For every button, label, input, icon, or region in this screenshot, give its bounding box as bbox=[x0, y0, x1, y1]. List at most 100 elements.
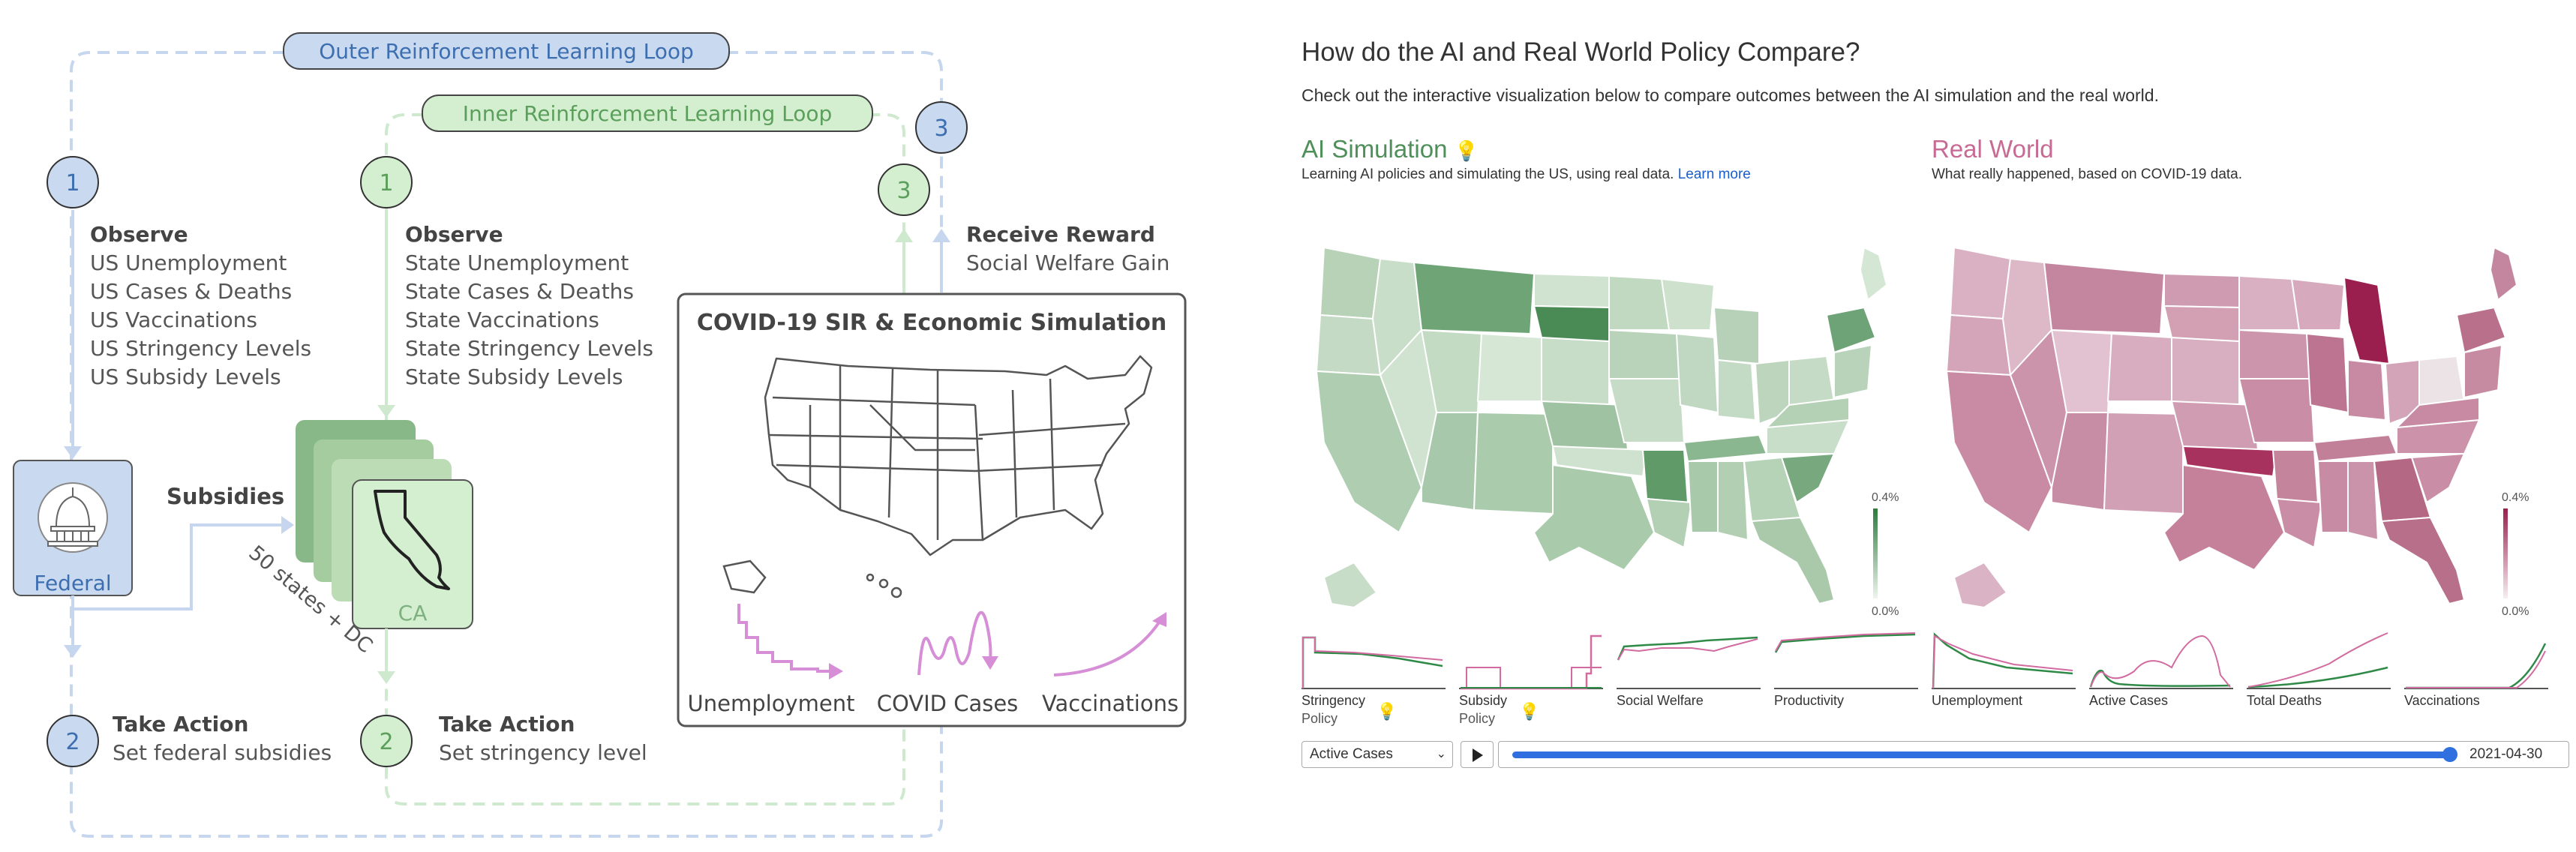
state-shape[interactable] bbox=[1413, 262, 1535, 334]
lightbulb-icon[interactable]: 💡 bbox=[1454, 140, 1479, 162]
state-shape[interactable] bbox=[1826, 307, 1876, 353]
timeline-slider[interactable]: 2021-04-30 bbox=[1498, 741, 2569, 768]
state-shape[interactable] bbox=[2171, 400, 2259, 451]
state-shape[interactable] bbox=[1552, 446, 1647, 477]
state-shape[interactable] bbox=[2238, 275, 2300, 331]
arrow-head bbox=[982, 656, 998, 670]
inner-loop-path bbox=[385, 113, 905, 806]
state-shape[interactable] bbox=[2347, 460, 2379, 541]
outer-loop-path bbox=[70, 51, 943, 838]
state-shape[interactable] bbox=[1766, 397, 1850, 428]
outer-step-3-number: 3 bbox=[934, 116, 948, 142]
real-world-map[interactable] bbox=[1939, 218, 2524, 615]
state-shape[interactable] bbox=[1687, 460, 1719, 533]
state-shape[interactable] bbox=[1683, 434, 1767, 462]
state-shape[interactable] bbox=[1717, 359, 1756, 421]
sparkline-sublabel: Policy bbox=[1459, 711, 1496, 726]
state-shape[interactable] bbox=[1473, 412, 1554, 514]
state-shape[interactable] bbox=[2103, 412, 2184, 514]
state-shape[interactable] bbox=[1320, 247, 1381, 320]
state-shape[interactable] bbox=[2317, 460, 2349, 533]
legend-max: 0.4% bbox=[2502, 491, 2529, 504]
state-shape[interactable] bbox=[2043, 262, 2165, 334]
learn-more-link[interactable]: Learn more bbox=[1677, 166, 1751, 182]
state-shape[interactable] bbox=[1608, 329, 1681, 380]
state-shape[interactable] bbox=[2411, 453, 2465, 503]
sparkline-active-cases[interactable] bbox=[2089, 630, 2233, 690]
state-shape[interactable] bbox=[2272, 449, 2319, 503]
sparkline-vaccinations[interactable] bbox=[2404, 630, 2548, 690]
state-shape[interactable] bbox=[2463, 344, 2502, 398]
state-shape[interactable] bbox=[1751, 517, 1835, 604]
sparkline-label: Subsidy bbox=[1459, 693, 1508, 708]
real-world-desc: What really happened, based on COVID-19 … bbox=[1932, 166, 2243, 182]
state-shape[interactable] bbox=[1608, 275, 1670, 331]
sparkline-subsidy[interactable] bbox=[1459, 630, 1603, 690]
state-shape[interactable] bbox=[2163, 305, 2240, 342]
state-shape[interactable] bbox=[2313, 434, 2397, 462]
arrow-head bbox=[64, 446, 82, 459]
lightbulb-icon[interactable]: 💡 bbox=[1377, 702, 1398, 721]
federal-observe-title: Observe bbox=[90, 222, 188, 247]
federal-action-text: Set federal subsidies bbox=[113, 740, 332, 765]
state-step-1-number: 1 bbox=[379, 170, 393, 196]
state-shape[interactable] bbox=[1646, 498, 1692, 548]
state-shape[interactable] bbox=[1717, 460, 1749, 541]
state-shape[interactable] bbox=[2456, 307, 2506, 353]
state-shape[interactable] bbox=[1477, 333, 1542, 402]
state-shape[interactable] bbox=[2276, 498, 2322, 548]
state-shape[interactable] bbox=[2306, 333, 2349, 413]
state-shape[interactable] bbox=[1781, 453, 1835, 503]
state-shape[interactable] bbox=[1533, 273, 1610, 308]
state-shape[interactable] bbox=[1533, 464, 1655, 571]
sparkline-productivity[interactable] bbox=[1774, 630, 1918, 690]
state-shape[interactable] bbox=[1316, 314, 1381, 376]
state-observe-item: State Cases & Deaths bbox=[405, 279, 634, 304]
state-shape[interactable] bbox=[1950, 247, 2011, 320]
state-shape[interactable] bbox=[2238, 329, 2311, 380]
state-shape[interactable] bbox=[2343, 277, 2390, 364]
ai-simulation-map[interactable] bbox=[1309, 218, 1894, 615]
sparkline-unemployment[interactable] bbox=[1932, 630, 2076, 690]
state-shape[interactable] bbox=[2107, 333, 2172, 402]
state-shape[interactable] bbox=[2163, 464, 2285, 571]
state-shape[interactable] bbox=[1860, 247, 1887, 301]
state-shape[interactable] bbox=[2396, 397, 2480, 428]
state-shape[interactable] bbox=[2163, 273, 2240, 308]
state-shape[interactable] bbox=[1946, 314, 2011, 376]
state-shape[interactable] bbox=[1323, 562, 1377, 608]
state-shape[interactable] bbox=[1661, 278, 1715, 331]
state-shape[interactable] bbox=[1676, 333, 1719, 413]
sparkline-stringency[interactable] bbox=[1302, 630, 1446, 690]
state-shape[interactable] bbox=[1541, 400, 1629, 451]
federal-step-1-number: 1 bbox=[65, 170, 80, 196]
playback-controls: Active Cases ⌄ 2021-04-30 bbox=[1302, 741, 2569, 771]
slider-track[interactable] bbox=[1512, 752, 2450, 758]
state-shape[interactable] bbox=[1788, 356, 1835, 406]
state-shape[interactable] bbox=[2418, 356, 2465, 406]
slider-thumb[interactable] bbox=[2442, 747, 2457, 762]
state-shape[interactable] bbox=[2381, 517, 2465, 604]
sparkline-total-deaths[interactable] bbox=[2247, 630, 2391, 690]
state-shape[interactable] bbox=[2182, 446, 2277, 477]
state-shape[interactable] bbox=[1953, 562, 2007, 608]
arrow-head bbox=[377, 671, 395, 684]
state-shape[interactable] bbox=[2291, 278, 2345, 331]
arrow-head bbox=[829, 663, 843, 680]
state-shape[interactable] bbox=[1533, 305, 1610, 342]
state-shape[interactable] bbox=[2347, 359, 2386, 421]
metric-select[interactable]: Active Cases ⌄ bbox=[1302, 741, 1453, 768]
play-button[interactable] bbox=[1461, 741, 1494, 768]
state-shape[interactable] bbox=[1833, 344, 1872, 398]
lightbulb-icon[interactable]: 💡 bbox=[1519, 702, 1540, 721]
state-shape[interactable] bbox=[1713, 307, 1760, 364]
federal-observe-list: US Unemployment US Cases & Deaths US Vac… bbox=[90, 250, 311, 389]
state-shape[interactable] bbox=[1642, 449, 1689, 503]
covid-cases-curve bbox=[917, 610, 992, 676]
sparkline-label: Unemployment bbox=[1932, 693, 2023, 708]
reward-title: Receive Reward bbox=[966, 222, 1155, 247]
vaccinations-curve bbox=[1053, 621, 1160, 676]
state-action-text: Set stringency level bbox=[439, 740, 647, 765]
sparkline-social-welfare[interactable] bbox=[1617, 630, 1761, 690]
state-shape[interactable] bbox=[2490, 247, 2517, 301]
